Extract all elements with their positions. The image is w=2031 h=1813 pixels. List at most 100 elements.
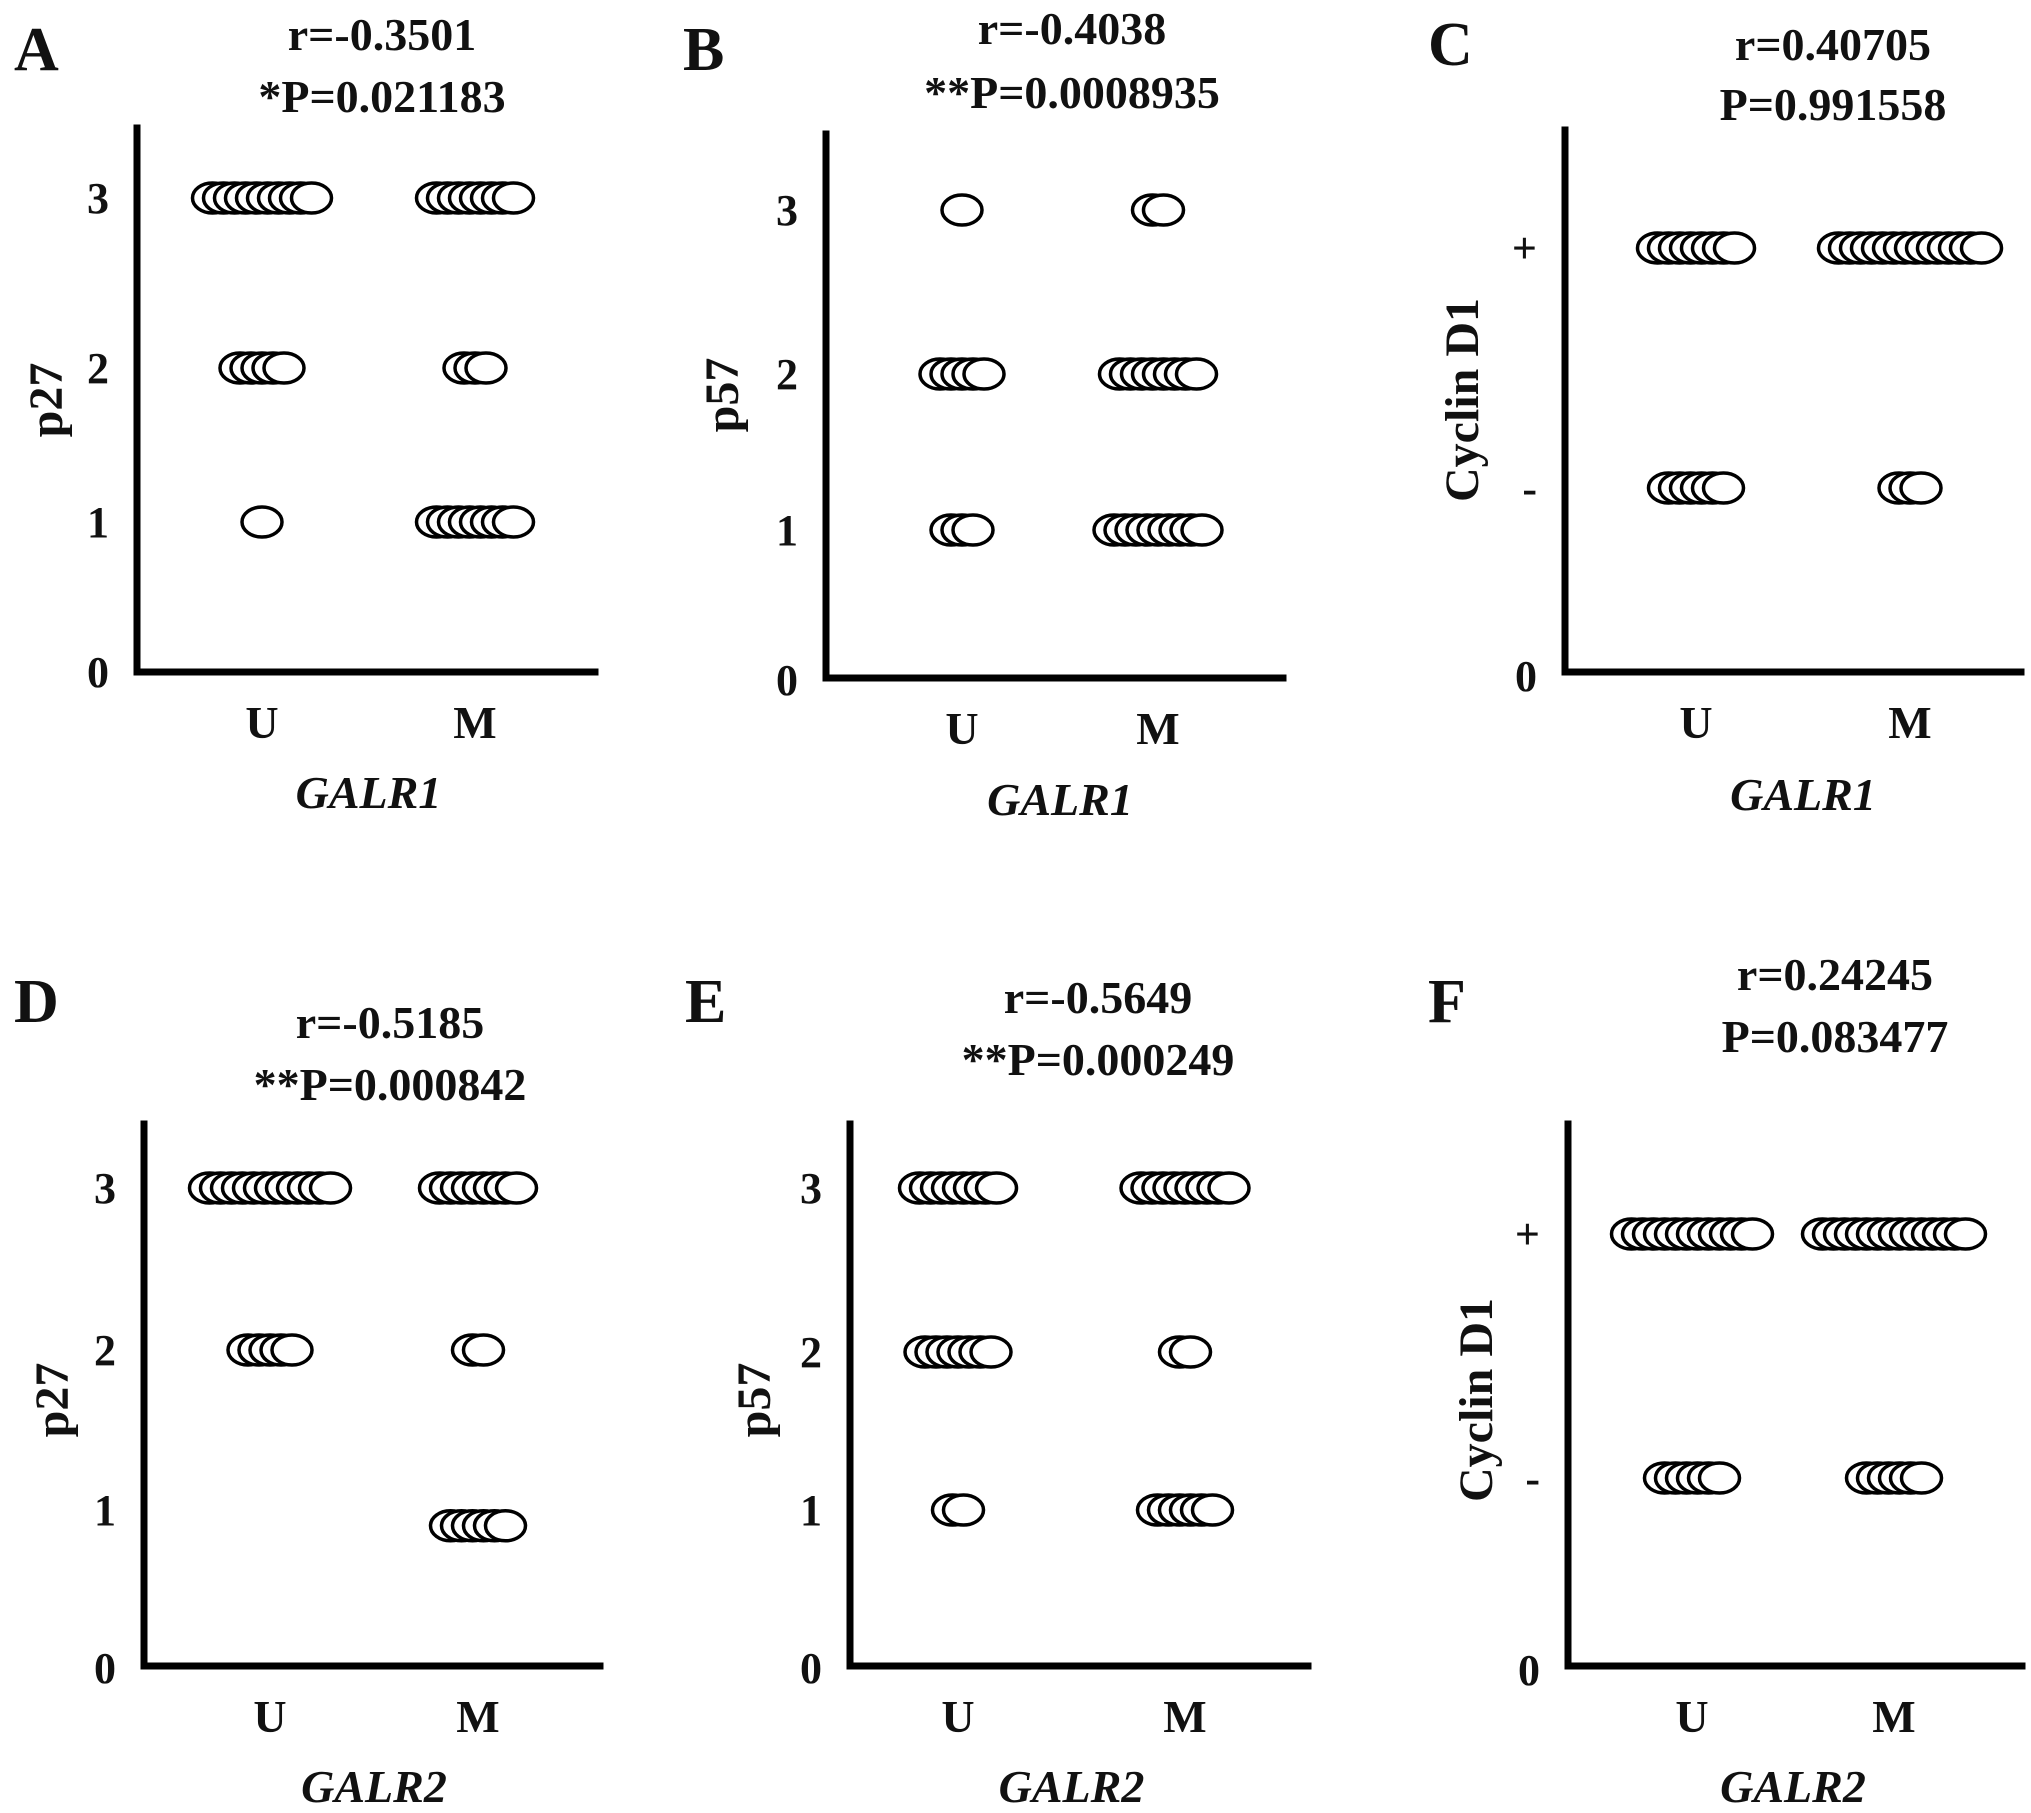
y-axis-label: Cyclin D1 <box>1436 298 1489 502</box>
x-category-label: M <box>1872 1691 1915 1742</box>
data-point <box>464 351 508 385</box>
data-point <box>262 351 306 385</box>
p-value: P=0.083477 <box>1722 1011 1949 1062</box>
panel-letter: B <box>683 16 724 84</box>
correlation-r: r=0.40705 <box>1735 19 1931 70</box>
data-point <box>1190 1493 1235 1527</box>
data-point <box>962 357 1006 391</box>
axis-lines <box>1564 1120 2026 1670</box>
x-axis-label: GALR1 <box>296 767 442 818</box>
y-tick-label: + <box>1515 1210 1540 1259</box>
data-point <box>1959 231 2004 265</box>
y-tick-label: + <box>1512 224 1537 273</box>
p-value: **P=0.0008935 <box>924 67 1220 118</box>
x-category-label: U <box>1679 697 1712 748</box>
data-point <box>1712 231 1757 265</box>
x-category-label: M <box>1163 1691 1206 1742</box>
y-tick-label: 2 <box>800 1328 822 1377</box>
y-axis-label: p27 <box>26 1363 79 1438</box>
y-axis-label: p27 <box>20 363 73 438</box>
axis-lines <box>822 130 1287 682</box>
data-point <box>491 505 536 539</box>
data-point <box>1168 1335 1213 1369</box>
data-point <box>1141 193 1186 227</box>
data-point <box>494 1171 539 1205</box>
correlation-r: r=0.24245 <box>1737 949 1933 1000</box>
x-category-label: U <box>253 1691 286 1742</box>
axis-lines <box>1561 126 2025 676</box>
y-tick-label: 2 <box>94 1326 116 1375</box>
data-point <box>1899 1461 1944 1495</box>
y-tick-label: 0 <box>1515 652 1537 701</box>
data-point <box>1943 1217 1988 1251</box>
data-point <box>940 193 984 227</box>
y-tick-label: 0 <box>800 1644 822 1693</box>
data-point <box>240 505 284 539</box>
data-point <box>1701 471 1746 505</box>
axis-lines <box>133 124 599 676</box>
y-axis-label: Cyclin D1 <box>1450 1298 1503 1502</box>
y-tick-label: 1 <box>87 498 109 547</box>
data-point <box>1174 357 1219 391</box>
data-point <box>974 1171 1019 1205</box>
y-tick-label: 3 <box>800 1164 822 1213</box>
correlation-r: r=-0.3501 <box>288 9 476 60</box>
x-axis-label: GALR1 <box>1730 769 1876 820</box>
p-value: **P=0.000842 <box>254 1059 527 1110</box>
p-value: *P=0.021183 <box>258 71 505 122</box>
y-axis-label: p57 <box>696 358 749 433</box>
y-tick-label: 2 <box>87 344 109 393</box>
y-tick-label: 3 <box>87 174 109 223</box>
data-point <box>1697 1461 1742 1495</box>
p-value: **P=0.000249 <box>962 1034 1235 1085</box>
y-tick-label: 2 <box>776 350 798 399</box>
x-axis-label: GALR1 <box>987 774 1133 825</box>
data-point <box>1730 1217 1775 1251</box>
correlation-r: r=-0.4038 <box>978 3 1166 54</box>
x-category-label: M <box>456 1691 499 1742</box>
data-point <box>289 181 334 215</box>
data-point <box>941 1493 986 1527</box>
data-point <box>308 1171 353 1205</box>
y-tick-label: 0 <box>1518 1646 1540 1695</box>
y-tick-label: 3 <box>94 1164 116 1213</box>
x-category-label: U <box>941 1691 974 1742</box>
p-value: P=0.991558 <box>1720 79 1947 130</box>
y-tick-label: 3 <box>776 186 798 235</box>
x-axis-label: GALR2 <box>301 1761 447 1812</box>
data-point <box>461 1333 506 1367</box>
panel-letter: C <box>1428 11 1473 79</box>
y-tick-label: 1 <box>800 1486 822 1535</box>
data-point <box>491 181 536 215</box>
x-category-label: U <box>245 697 278 748</box>
x-category-label: M <box>453 697 496 748</box>
data-point <box>969 1335 1013 1369</box>
x-category-label: U <box>1675 1691 1708 1742</box>
x-category-label: M <box>1136 703 1179 754</box>
x-axis-label: GALR2 <box>1720 1761 1866 1812</box>
x-axis-label: GALR2 <box>999 1761 1145 1812</box>
axis-lines <box>140 1120 604 1670</box>
correlation-r: r=-0.5185 <box>296 997 484 1048</box>
y-tick-label: - <box>1522 464 1537 513</box>
y-tick-label: 0 <box>87 648 109 697</box>
x-category-label: M <box>1888 697 1931 748</box>
x-category-label: U <box>945 703 978 754</box>
data-point <box>1207 1171 1251 1205</box>
data-point <box>951 513 995 547</box>
panel-letter: F <box>1428 968 1466 1036</box>
data-point <box>270 1333 314 1367</box>
y-axis-label: p57 <box>728 1363 781 1438</box>
data-point <box>483 1509 528 1543</box>
panel-letter: D <box>14 968 59 1036</box>
y-tick-label: 1 <box>776 506 798 555</box>
y-tick-label: 0 <box>94 1644 116 1693</box>
data-point <box>1180 513 1224 547</box>
y-tick-label: - <box>1525 1454 1540 1503</box>
